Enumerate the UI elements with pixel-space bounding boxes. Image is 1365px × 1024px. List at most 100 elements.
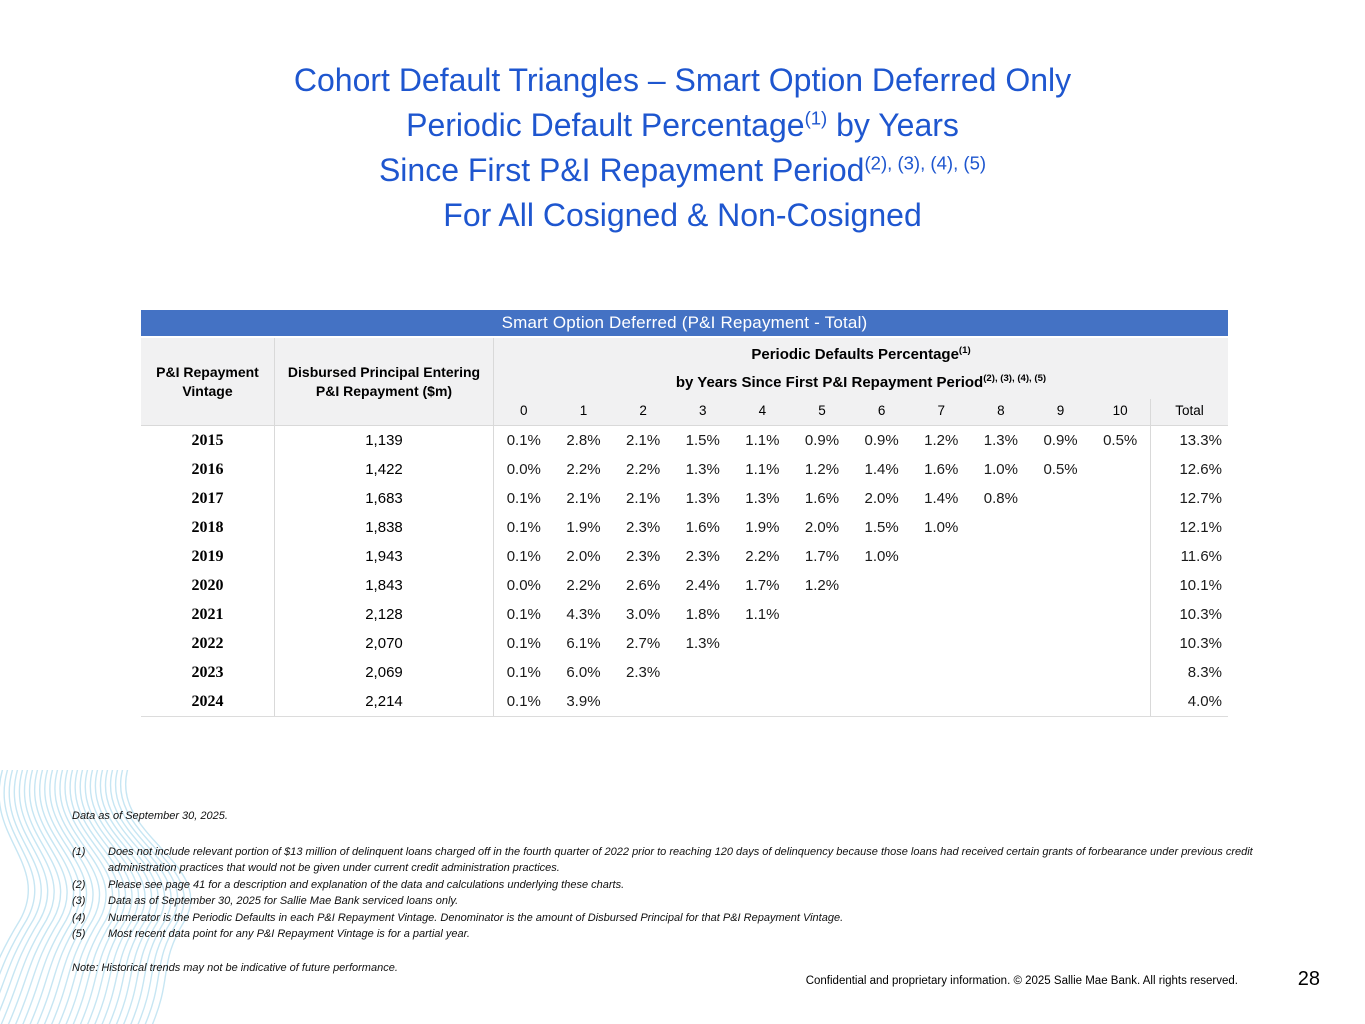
periodic-default-cell <box>971 600 1031 629</box>
wave-line <box>69 770 120 1024</box>
footnote-text: Most recent data point for any P&I Repay… <box>108 928 470 940</box>
table-banner: Smart Option Deferred (P&I Repayment - T… <box>141 310 1228 336</box>
footnote-number: (1) <box>72 845 86 858</box>
total-cell: 4.0% <box>1150 687 1228 716</box>
periodic-default-cell <box>852 687 912 716</box>
col-group-periodic-defaults: Periodic Defaults Percentage(1) by Years … <box>494 338 1228 425</box>
wave-line <box>79 770 133 1024</box>
col-header-vintage: P&I Repayment Vintage <box>141 338 275 425</box>
periodic-default-cell <box>911 629 971 658</box>
vintage-cell: 2023 <box>141 658 275 687</box>
periodic-default-cell <box>971 513 1031 542</box>
vintage-cell: 2022 <box>141 629 275 658</box>
periodic-default-cell <box>852 658 912 687</box>
footnote-item: (4) Numerator is the Periodic Defaults in… <box>72 910 1299 927</box>
wave-line <box>89 770 146 1024</box>
footnote-superscript: (1) <box>804 107 828 129</box>
periodic-default-cell: 1.7% <box>804 548 840 565</box>
total-cell: 10.1% <box>1150 571 1228 600</box>
periodic-default-cell: 2.3% <box>625 664 661 681</box>
periodic-default-cell: 0.8% <box>983 490 1018 507</box>
wave-line <box>74 770 127 1024</box>
wave-line <box>99 770 159 1024</box>
periodic-default-cell: 1.9% <box>745 519 780 536</box>
periodic-default-cell: 0.1% <box>506 548 541 565</box>
periodic-default-cell: 1.4% <box>864 461 899 478</box>
total-cell: 13.3% <box>1150 426 1228 455</box>
year-column-header: 8 <box>997 403 1005 418</box>
wave-line <box>29 770 81 1024</box>
wave-line <box>36 770 88 1024</box>
footnote-item: (3) Data as of September 30, 2025 for Sal… <box>72 893 1299 910</box>
footnotes: Data as of September 30, 2025. (1) Does n… <box>72 808 1299 976</box>
footnote-superscript: (1) <box>958 344 971 356</box>
total-cell: 12.7% <box>1150 484 1228 513</box>
periodic-default-cell: 2.6% <box>625 577 661 594</box>
wave-line <box>58 770 107 1024</box>
periodic-default-cell: 0.9% <box>1043 432 1078 449</box>
periodic-default-cell <box>1090 455 1150 484</box>
periodic-default-cell: 1.1% <box>745 432 780 449</box>
footnote-item: (5) Most recent data point for any P&I Re… <box>72 926 1299 943</box>
vintage-cell: 2019 <box>141 542 275 571</box>
table-row: 2017 1,683 0.1% 2.1% 2.1% 1.3% 1.3% 1.6% 2.0% 1.4… <box>141 484 1228 513</box>
periodic-default-cell: 2.2% <box>566 461 601 478</box>
periodic-default-cell: 2.4% <box>685 577 720 594</box>
year-column-header: 9 <box>1056 403 1065 418</box>
periodic-default-cell: 6.1% <box>566 635 601 652</box>
periodic-default-cell <box>1090 513 1150 542</box>
wave-line <box>0 770 42 994</box>
table-row: 2016 1,422 0.0% 2.2% 2.2% 1.3% 1.1% 1.2% 1.4% 1.6… <box>141 455 1228 484</box>
periodic-default-cell: 1.2% <box>804 461 840 478</box>
periodic-default-cell <box>971 687 1031 716</box>
periodic-default-cell <box>1031 687 1091 716</box>
wave-line <box>50 770 101 1024</box>
periodic-default-cell <box>1031 542 1091 571</box>
table-row: 2021 2,128 0.1% 4.3% 3.0% 1.8% 1.1% 10.3% <box>141 600 1228 629</box>
periodic-default-cell <box>911 571 971 600</box>
periodic-default-cell: 0.1% <box>506 432 541 449</box>
periodic-default-cell: 1.6% <box>924 461 959 478</box>
periodic-default-cell: 0.5% <box>1103 432 1138 449</box>
periodic-default-cell <box>673 658 733 687</box>
footnote-item: (1) Does not include relevant portion of … <box>72 844 1299 877</box>
footnote-number: (5) <box>72 928 86 940</box>
periodic-default-cell <box>971 542 1031 571</box>
wave-line <box>0 770 49 1012</box>
year-columns-row: 0 1 2 3 4 5 6 7 8 9 10 Total <box>494 399 1228 425</box>
footnote-text: Numerator is the Periodic Defaults in ea… <box>108 911 844 924</box>
title-line: Cohort Default Triangles – Smart Option … <box>293 62 1072 98</box>
periodic-default-cell <box>733 687 793 716</box>
periodic-default-cell: 1.8% <box>685 606 720 623</box>
periodic-default-cell <box>1090 571 1150 600</box>
year-column-header: 1 <box>579 403 588 418</box>
periodic-default-cell: 1.4% <box>924 490 959 507</box>
disbursed-principal-cell: 1,422 <box>275 455 494 484</box>
periodic-default-cell: 3.9% <box>566 693 601 710</box>
table-row: 2022 2,070 0.1% 6.1% 2.7% 1.3% 10.3% <box>141 629 1228 658</box>
periodic-default-cell: 1.6% <box>804 490 840 507</box>
periodic-default-cell: 2.1% <box>566 490 601 507</box>
periodic-default-cell: 1.9% <box>566 519 601 536</box>
wave-line <box>7 770 62 1024</box>
vintage-cell: 2021 <box>141 600 275 629</box>
total-column-header: Total <box>1150 399 1228 425</box>
periodic-default-cell: 0.1% <box>506 519 541 536</box>
periodic-default-cell: 2.2% <box>745 548 780 565</box>
disbursed-principal-cell: 2,128 <box>275 600 494 629</box>
wave-line <box>0 770 55 1024</box>
periodic-default-cell <box>1090 484 1150 513</box>
periodic-default-cell: 2.0% <box>804 519 840 536</box>
title-line: Periodic Default Percentage(1) by Years <box>406 107 959 143</box>
periodic-default-cell: 0.1% <box>506 635 541 652</box>
year-column-header: 10 <box>1112 403 1128 418</box>
vintage-cell: 2020 <box>141 571 275 600</box>
periodic-default-cell: 2.2% <box>566 577 601 594</box>
periodic-default-cell <box>673 687 733 716</box>
periodic-default-cell <box>1031 658 1091 687</box>
periodic-default-cell <box>911 658 971 687</box>
page-number: 28 <box>1297 968 1320 990</box>
periodic-default-cell: 0.1% <box>506 490 541 507</box>
periodic-default-cell: 1.5% <box>864 519 899 536</box>
disbursed-principal-cell: 1,843 <box>275 571 494 600</box>
